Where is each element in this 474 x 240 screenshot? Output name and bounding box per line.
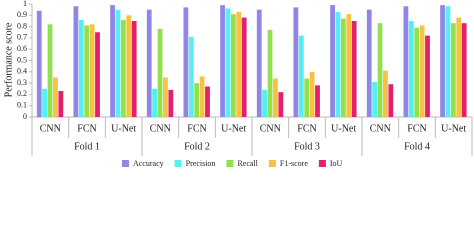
legend-label: Recall	[237, 159, 258, 168]
bar	[84, 25, 90, 117]
bar	[89, 24, 95, 118]
bar	[188, 36, 194, 117]
bar	[304, 78, 310, 117]
bar	[346, 14, 352, 118]
bar	[340, 18, 346, 117]
bar	[115, 9, 121, 117]
bar	[419, 25, 425, 117]
bar	[199, 76, 205, 117]
x-tick-label: CNN	[150, 123, 171, 134]
group-label: Fold 4	[404, 141, 430, 152]
x-tick-label: FCN	[407, 123, 426, 134]
bar	[194, 83, 200, 117]
bar	[205, 86, 210, 117]
group-label: Fold 2	[184, 141, 210, 152]
x-tick-label: FCN	[187, 123, 206, 134]
bar	[73, 6, 79, 117]
y-tick-label: 0.1	[17, 101, 27, 110]
bar	[450, 23, 456, 117]
bar	[267, 29, 273, 118]
bar	[220, 5, 225, 118]
legend-label: IoU	[330, 159, 343, 168]
bar	[120, 19, 126, 117]
legend-swatch	[174, 160, 182, 167]
x-tick-label: U-Net	[111, 123, 136, 134]
y-axis-label: Performance score	[3, 22, 14, 97]
bar	[330, 5, 335, 118]
y-tick-label: 0.7	[17, 33, 27, 42]
bar	[58, 91, 64, 117]
x-tick-label: FCN	[297, 123, 316, 134]
bar	[445, 6, 451, 117]
bar	[110, 5, 115, 118]
x-tick-label: U-Net	[441, 123, 466, 134]
bar	[351, 20, 357, 118]
y-tick-label: 0.9	[17, 10, 27, 19]
x-tick-label: CNN	[370, 123, 391, 134]
x-tick-label: CNN	[260, 123, 281, 134]
bar	[335, 11, 341, 117]
legend-label: Accuracy	[133, 159, 164, 168]
legend-swatch	[268, 160, 276, 167]
bar	[53, 77, 58, 117]
y-tick-label: 0.5	[17, 55, 27, 64]
bar	[47, 24, 53, 118]
bar	[403, 6, 409, 117]
bar	[95, 32, 100, 117]
bar	[168, 89, 174, 117]
bar	[236, 11, 242, 117]
bar	[425, 35, 430, 117]
legend-swatch	[318, 160, 326, 167]
bar	[366, 9, 372, 117]
bar	[262, 89, 268, 117]
bar	[183, 7, 189, 118]
y-tick-label: 0.4	[17, 67, 27, 76]
y-tick-label: 0.2	[17, 89, 27, 98]
bar	[414, 27, 420, 118]
legend-swatch	[226, 160, 234, 167]
bar	[298, 35, 304, 117]
bar	[278, 92, 284, 117]
bar	[78, 19, 84, 117]
bar	[383, 70, 388, 117]
x-tick-label: U-Net	[331, 123, 356, 134]
bar	[377, 23, 383, 117]
y-tick-label: 0.3	[17, 78, 27, 87]
group-label: Fold 3	[294, 141, 320, 152]
bar	[388, 84, 394, 117]
bar	[126, 15, 132, 117]
chart: Performance score 0 0.1 0.2 0.3 0.4 0.5 0.6 0.7…	[3, 0, 473, 168]
bar	[225, 8, 231, 117]
y-tick-label: 0.6	[17, 44, 27, 53]
bar	[163, 77, 168, 117]
bar	[456, 17, 462, 118]
y-tick-label: 0	[23, 112, 27, 121]
bar	[273, 78, 278, 117]
bar	[241, 17, 247, 118]
bar	[440, 5, 445, 118]
y-tick-label: 1	[23, 0, 27, 8]
bar	[131, 20, 137, 118]
x-tick-label: U-Net	[221, 123, 246, 134]
legend-label: F1-score	[280, 159, 308, 168]
bar	[256, 9, 262, 117]
group-label: Fold 1	[74, 141, 100, 152]
bar	[309, 71, 315, 117]
y-tick-label: 0.8	[17, 21, 27, 30]
bar	[36, 10, 42, 118]
bar	[372, 81, 378, 117]
bar	[42, 88, 48, 117]
bar	[157, 28, 163, 117]
legend-swatch	[122, 160, 129, 167]
bar	[230, 14, 236, 118]
legend-label: Precision	[186, 159, 216, 168]
bar	[152, 88, 158, 117]
x-tick-label: CNN	[40, 123, 61, 134]
x-tick-label: FCN	[77, 123, 96, 134]
bar	[461, 23, 467, 117]
bar	[315, 85, 320, 117]
bar	[293, 7, 299, 118]
bar	[408, 20, 414, 118]
bar	[146, 9, 152, 117]
